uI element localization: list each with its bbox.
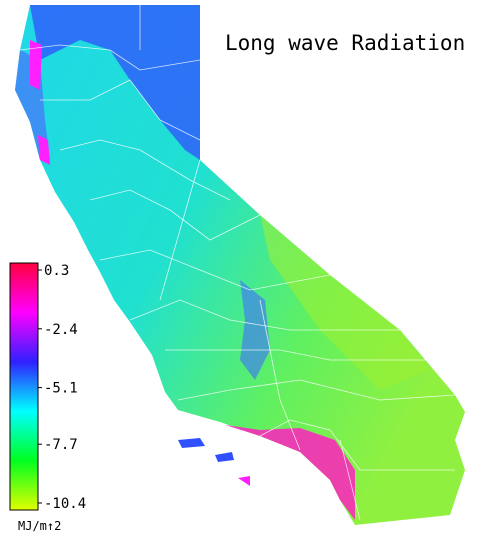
hot-zone xyxy=(225,425,355,520)
state-fill xyxy=(15,5,465,525)
colorbar xyxy=(9,262,42,511)
colorbar-bar xyxy=(9,262,39,511)
magenta-spot xyxy=(30,40,42,90)
colorbar-tick-label: -5.1 xyxy=(44,381,78,397)
mountain-zone xyxy=(30,5,200,160)
desert-zone xyxy=(260,215,430,390)
colorbar-tick-label: -10.4 xyxy=(44,496,86,512)
colorbar-tick-label: -7.7 xyxy=(44,437,78,453)
map-title: Long wave Radiation xyxy=(225,31,465,55)
colorbar-tick-label: -2.4 xyxy=(44,322,78,338)
island xyxy=(215,452,234,462)
colorbar-tick-label: 0.3 xyxy=(44,263,69,279)
california xyxy=(15,5,465,525)
county-lines xyxy=(19,5,456,521)
island xyxy=(238,476,250,486)
valley-zone xyxy=(240,280,270,380)
island xyxy=(178,438,205,448)
colorbar-unit: MJ/m↑2 xyxy=(18,519,61,533)
coast-zone xyxy=(15,50,50,160)
magenta-spot xyxy=(38,135,50,165)
